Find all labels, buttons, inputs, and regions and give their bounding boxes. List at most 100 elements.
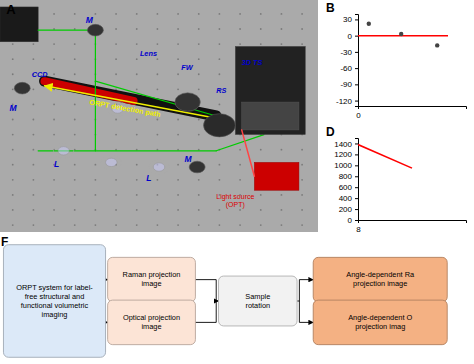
- tick: 8: [356, 220, 361, 234]
- hole: [198, 13, 200, 15]
- hole: [32, 134, 34, 136]
- panel: 300-30-60-90-1200B: [326, 1, 467, 120]
- hole: [32, 88, 34, 90]
- tick-mark: [355, 68, 358, 69]
- hole: [32, 58, 34, 60]
- hole: [157, 43, 159, 45]
- tick-label: 800: [339, 172, 353, 181]
- hole: [32, 179, 34, 181]
- hole: [74, 119, 76, 121]
- annotation: M: [86, 15, 94, 25]
- hole: [136, 43, 138, 45]
- hole: [219, 164, 221, 166]
- hole: [115, 88, 117, 90]
- hole: [177, 88, 179, 90]
- hole: [281, 149, 283, 151]
- hole: [136, 119, 138, 121]
- hole: [95, 209, 97, 211]
- tick-mark: [355, 52, 358, 53]
- hole: [177, 164, 179, 166]
- hole: [281, 13, 283, 15]
- hole: [260, 209, 262, 211]
- hole: [239, 179, 241, 181]
- hole: [53, 73, 55, 75]
- arrow: [299, 279, 313, 280]
- annotation: L: [54, 159, 59, 169]
- hole: [115, 58, 117, 60]
- translation-stage: [235, 46, 305, 134]
- tick: 30: [343, 15, 358, 24]
- hole: [12, 43, 14, 45]
- hole: [95, 194, 97, 196]
- hole: [301, 164, 303, 166]
- table: [0, 0, 318, 232]
- node-label: Angle-dependent Oprojection imag: [348, 313, 412, 331]
- hole: [12, 224, 14, 226]
- panel-a: LensFWRS3D TSCCDLLMMMORPT detection path…: [0, 0, 318, 232]
- hole: [136, 13, 138, 15]
- tick-label: -120: [336, 97, 353, 106]
- hole: [239, 13, 241, 15]
- tick-mark: [355, 143, 358, 144]
- tick-label: -30: [340, 48, 352, 57]
- hole: [53, 209, 55, 211]
- hole: [53, 58, 55, 60]
- hole: [32, 164, 34, 166]
- hole: [157, 58, 159, 60]
- xticks-axis: 0: [356, 106, 466, 120]
- hole: [198, 209, 200, 211]
- hole: [301, 43, 303, 45]
- hole: [115, 43, 117, 45]
- hole: [198, 43, 200, 45]
- line: [358, 145, 412, 169]
- hole: [136, 179, 138, 181]
- node-label: Optical projectionimage: [123, 313, 180, 331]
- hole: [74, 43, 76, 45]
- panel-label: B: [326, 1, 335, 15]
- laser-beam: [38, 30, 95, 31]
- tick: 1400: [334, 140, 358, 149]
- tick-label: 0: [348, 216, 353, 225]
- hole: [260, 224, 262, 226]
- hole: [260, 28, 262, 30]
- lens-element: [58, 147, 69, 155]
- tick-mark: [355, 19, 358, 20]
- filter-wheel: [175, 93, 200, 112]
- hole: [12, 194, 14, 196]
- stage-part: [242, 102, 299, 130]
- hole: [115, 179, 117, 181]
- hole: [177, 58, 179, 60]
- tick: 1200: [334, 150, 358, 159]
- figure: LensFWRS3D TSCCDLLMMMORPT detection path…: [0, 0, 474, 364]
- node-box: [313, 257, 447, 302]
- hole: [239, 28, 241, 30]
- tick: 600: [339, 183, 358, 192]
- hole: [219, 43, 221, 45]
- hole: [74, 134, 76, 136]
- annotation: FW: [181, 63, 193, 72]
- tick-label: 1400: [334, 140, 352, 149]
- hole: [136, 194, 138, 196]
- plot-area: [358, 145, 412, 169]
- mirror: [189, 161, 205, 173]
- hole: [115, 134, 117, 136]
- hole: [53, 104, 55, 106]
- hole: [12, 88, 14, 90]
- hole: [53, 194, 55, 196]
- hole: [95, 224, 97, 226]
- tick-mark: [355, 220, 358, 221]
- hole: [198, 119, 200, 121]
- hole: [115, 28, 117, 30]
- hole: [301, 13, 303, 15]
- panel-label: A: [6, 2, 16, 17]
- hole: [136, 164, 138, 166]
- node-label: Samplerotation: [245, 291, 270, 309]
- hole: [157, 134, 159, 136]
- lens-element: [153, 163, 164, 171]
- annotation: CCD: [32, 70, 49, 79]
- node-label: Raman projectionimage: [123, 270, 181, 288]
- node-box: [3, 245, 105, 358]
- tick-mark: [355, 36, 358, 37]
- tick: 800: [339, 172, 358, 181]
- tick-label: -90: [340, 80, 352, 89]
